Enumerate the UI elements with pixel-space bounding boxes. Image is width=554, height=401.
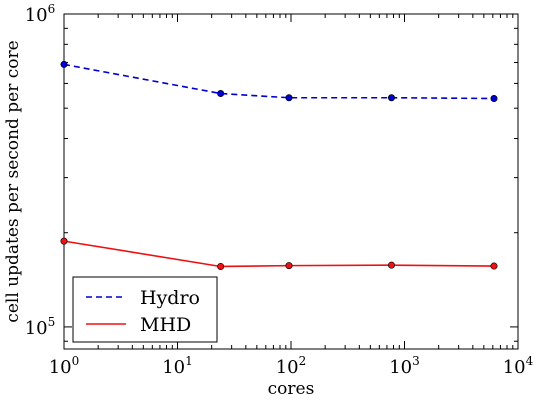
y-tick-label: 106 bbox=[25, 2, 56, 26]
data-point bbox=[387, 94, 395, 102]
x-axis-label: cores bbox=[268, 379, 315, 399]
series-hydro bbox=[60, 60, 498, 102]
data-point bbox=[285, 262, 293, 270]
y-tick-label: 105 bbox=[25, 315, 56, 339]
x-tick-label: 104 bbox=[503, 354, 534, 378]
legend: Hydro MHD bbox=[72, 276, 218, 343]
legend-box bbox=[72, 276, 218, 343]
data-point bbox=[490, 262, 498, 270]
data-point bbox=[217, 90, 225, 98]
series-mhd bbox=[60, 237, 498, 270]
x-tick-label: 102 bbox=[276, 354, 307, 378]
data-point bbox=[60, 60, 68, 68]
series-line bbox=[63, 240, 494, 268]
legend-label: MHD bbox=[140, 314, 191, 336]
legend-label: Hydro bbox=[140, 287, 200, 309]
data-point bbox=[387, 261, 395, 269]
data-point bbox=[285, 94, 293, 102]
x-tick-label: 100 bbox=[49, 354, 80, 378]
series-layer bbox=[60, 60, 498, 270]
y-axis: 105 106 bbox=[25, 2, 518, 342]
series-line bbox=[63, 63, 494, 100]
x-tick-label: 103 bbox=[389, 354, 420, 378]
x-axis: 100 101 102 103 104 bbox=[49, 14, 534, 378]
data-point bbox=[60, 237, 68, 245]
y-axis-label: cell updates per second per core bbox=[3, 40, 23, 322]
data-point bbox=[490, 94, 498, 102]
x-tick-label: 101 bbox=[162, 354, 193, 378]
data-point bbox=[217, 262, 225, 270]
